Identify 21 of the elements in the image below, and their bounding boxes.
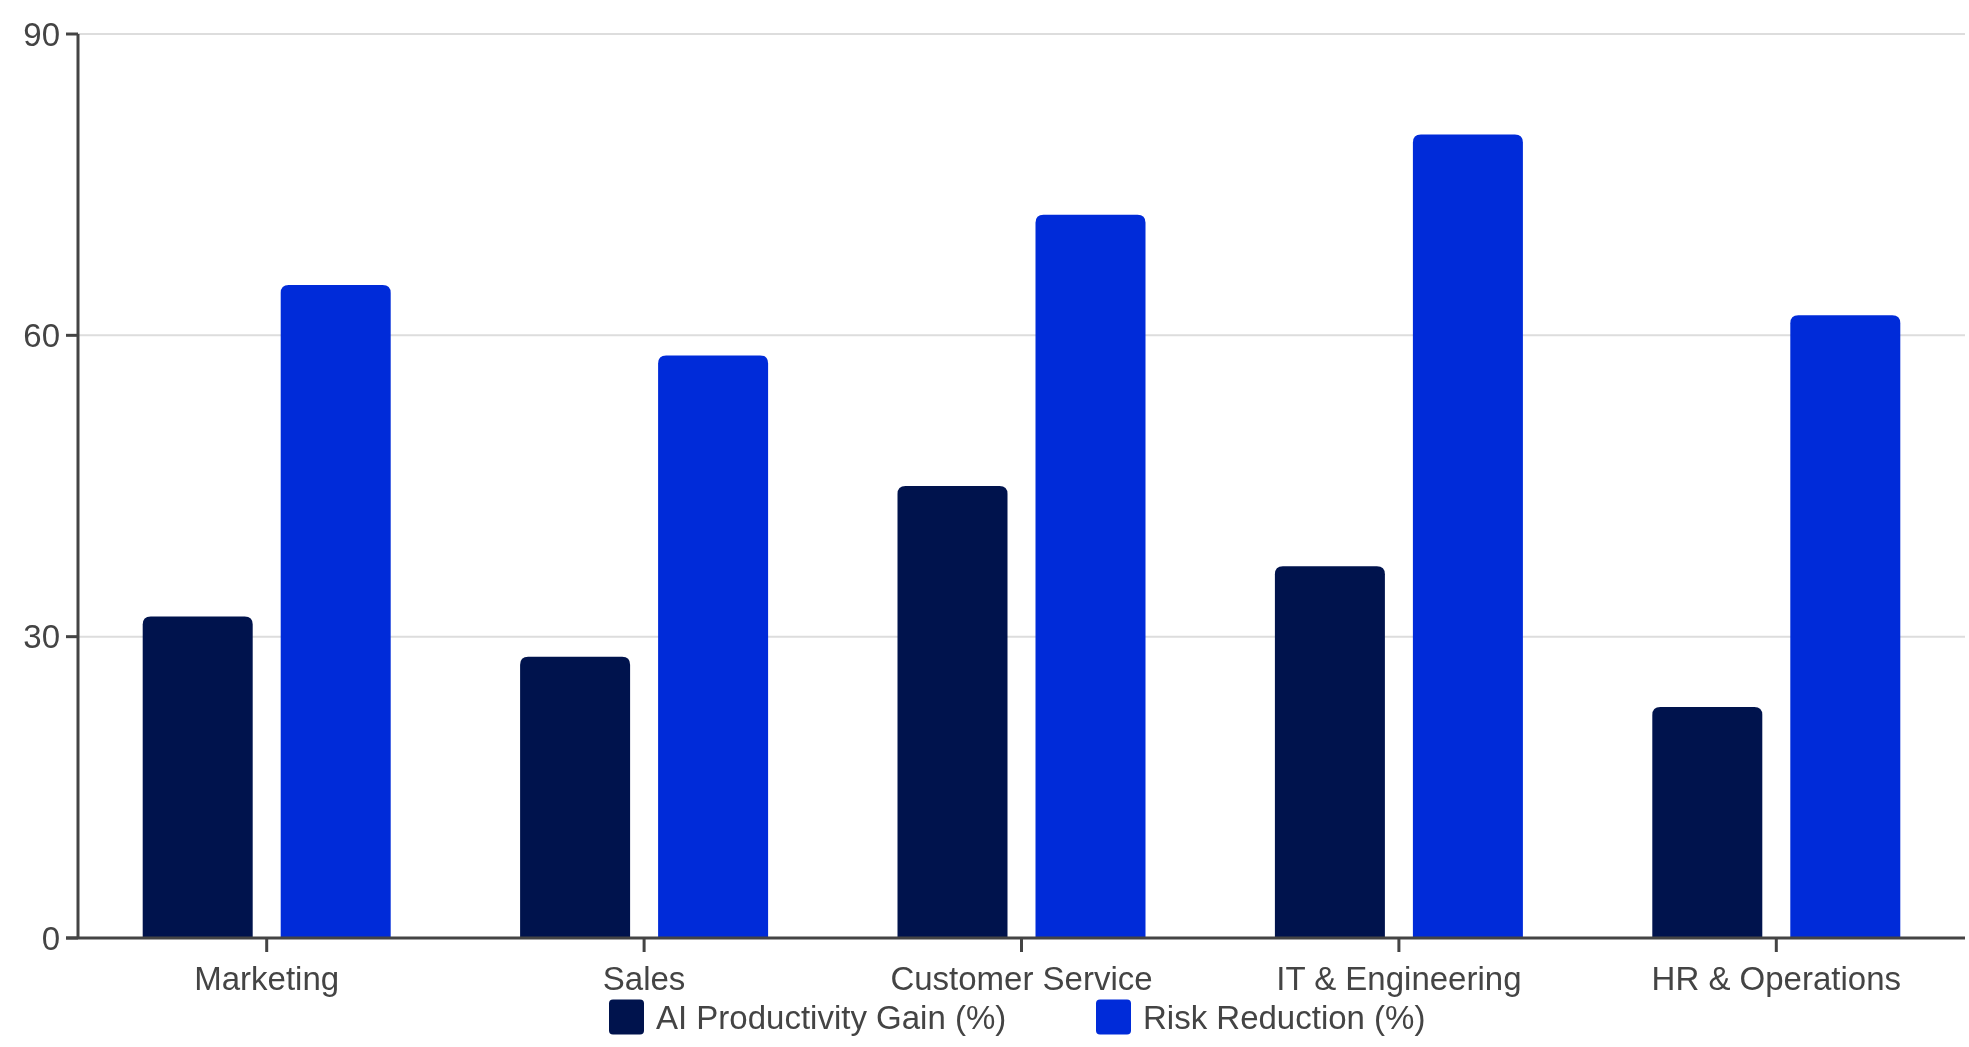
y-tick-label: 90 — [23, 15, 60, 53]
x-tick-label: IT & Engineering — [1276, 960, 1522, 997]
x-tick-label: Customer Service — [890, 960, 1153, 997]
bar — [1274, 566, 1385, 938]
bar — [897, 486, 1008, 938]
bar — [520, 656, 631, 938]
bar — [142, 616, 253, 938]
bar — [280, 285, 391, 938]
legend-label: AI Productivity Gain (%) — [656, 998, 1007, 1036]
x-tick-label: Sales — [602, 960, 686, 997]
y-tick-label: 30 — [23, 618, 60, 656]
bar — [1035, 214, 1146, 938]
bar — [1790, 315, 1901, 938]
bar — [1412, 134, 1523, 938]
y-tick-label: 60 — [23, 316, 60, 354]
x-tick-label: Marketing — [194, 960, 340, 997]
legend-label: Risk Reduction (%) — [1143, 998, 1426, 1036]
x-tick-label: HR & Operations — [1651, 960, 1902, 997]
bar — [658, 355, 769, 938]
bar — [1652, 706, 1763, 938]
y-tick-label: 0 — [41, 919, 60, 957]
